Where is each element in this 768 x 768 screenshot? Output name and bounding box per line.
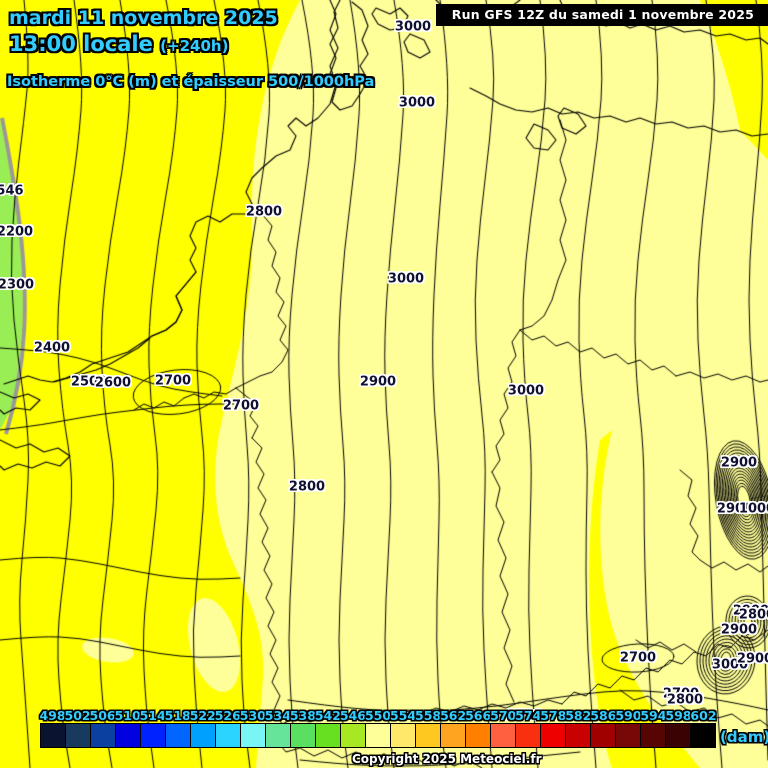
copyright-label: Copyright 2025 Meteociel.fr bbox=[352, 752, 542, 766]
colorbar-swatch[interactable] bbox=[266, 724, 291, 747]
colorbar-swatch[interactable] bbox=[316, 724, 341, 747]
colorbar-tick-label: 566 bbox=[465, 708, 492, 723]
colorbar-swatch[interactable] bbox=[241, 724, 266, 747]
colorbar-swatch[interactable] bbox=[166, 724, 191, 747]
colorbar-swatch[interactable] bbox=[366, 724, 391, 747]
colorbar-tick-label: 586 bbox=[590, 708, 617, 723]
colorbar-tick-label: 598 bbox=[665, 708, 692, 723]
colorbar-tick-label: 522 bbox=[189, 708, 216, 723]
colorbar-tick-labels: 498 502 506 510 514 518 522 526 530 534 538 542 546 5… bbox=[39, 708, 717, 724]
forecast-date-label: mardi 11 novembre 2025 bbox=[9, 7, 278, 29]
colorbar-tick-label: 574 bbox=[515, 708, 542, 723]
colorbar-swatch[interactable] bbox=[491, 724, 516, 747]
colorbar-tick-label: 558 bbox=[415, 708, 442, 723]
colorbar-swatch[interactable] bbox=[391, 724, 416, 747]
colorbar-tick-label: 562 bbox=[440, 708, 467, 723]
colorbar-legend[interactable]: 498 502 506 510 514 518 522 526 530 534 538 542 546 5… bbox=[39, 708, 717, 748]
colorbar-tick-label: 590 bbox=[615, 708, 642, 723]
colorbar-swatch[interactable] bbox=[441, 724, 466, 747]
colorbar-tick-label: 498 bbox=[39, 708, 66, 723]
colorbar-swatches[interactable] bbox=[40, 723, 716, 748]
colorbar-swatch[interactable] bbox=[41, 724, 66, 747]
colorbar-tick-label: 546 bbox=[339, 708, 366, 723]
forecast-time-block: 13:00 locale (+240h) bbox=[9, 32, 228, 56]
colorbar-tick-label: 518 bbox=[164, 708, 191, 723]
colorbar-tick-label: 502 bbox=[64, 708, 91, 723]
colorbar-swatch[interactable] bbox=[91, 724, 116, 747]
colorbar-swatch[interactable] bbox=[666, 724, 691, 747]
colorbar-tick-label: 542 bbox=[314, 708, 341, 723]
colorbar-tick-label: 602 bbox=[690, 708, 717, 723]
colorbar-swatch[interactable] bbox=[216, 724, 241, 747]
colorbar-tick-label: 530 bbox=[239, 708, 266, 723]
colorbar-swatch[interactable] bbox=[616, 724, 641, 747]
colorbar-swatch[interactable] bbox=[516, 724, 541, 747]
colorbar-swatch[interactable] bbox=[591, 724, 616, 747]
colorbar-tick-label: 570 bbox=[490, 708, 517, 723]
colorbar-tick-label: 550 bbox=[364, 708, 392, 723]
colorbar-swatch[interactable] bbox=[191, 724, 216, 747]
colorbar-swatch[interactable] bbox=[641, 724, 666, 747]
colorbar-swatch[interactable] bbox=[141, 724, 166, 747]
colorbar-tick-label: 534 bbox=[264, 708, 291, 723]
colorbar-swatch[interactable] bbox=[66, 724, 91, 747]
colorbar-swatch[interactable] bbox=[416, 724, 441, 747]
colorbar-tick-label: 538 bbox=[289, 708, 316, 723]
colorbar-swatch[interactable] bbox=[341, 724, 366, 747]
colorbar-tick-label: 554 bbox=[389, 708, 417, 723]
colorbar-tick-label: 594 bbox=[640, 708, 667, 723]
colorbar-tick-label: 514 bbox=[139, 708, 166, 723]
colorbar-swatch[interactable] bbox=[566, 724, 591, 747]
forecast-time-label: 13:00 locale bbox=[9, 32, 153, 56]
colorbar-swatch[interactable] bbox=[466, 724, 491, 747]
colorbar-swatch[interactable] bbox=[541, 724, 566, 747]
colorbar-tick-label: 506 bbox=[89, 708, 116, 723]
colorbar-tick-label: 526 bbox=[214, 708, 241, 723]
colorbar-unit-label: (dam) bbox=[720, 728, 768, 746]
model-run-banner: Run GFS 12Z du samedi 1 novembre 2025 bbox=[435, 4, 768, 26]
colorbar-tick-label: 578 bbox=[540, 708, 567, 723]
colorbar-swatch[interactable] bbox=[691, 724, 715, 747]
parameter-title-label: Isotherme 0°C (m) et épaisseur 500/1000h… bbox=[7, 74, 375, 90]
colorbar-tick-label: 510 bbox=[114, 708, 141, 723]
colorbar-swatch[interactable] bbox=[116, 724, 141, 747]
colorbar-swatch[interactable] bbox=[291, 724, 316, 747]
colorbar-tick-label: 582 bbox=[565, 708, 592, 723]
forecast-echeance-label: (+240h) bbox=[160, 37, 229, 55]
